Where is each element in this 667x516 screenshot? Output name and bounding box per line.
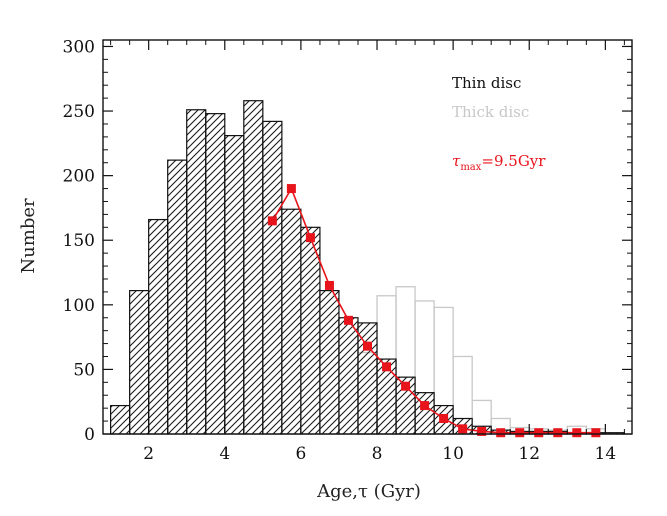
thin-disc-bar bbox=[205, 113, 226, 435]
model-curve bbox=[267, 184, 601, 438]
plot-frame bbox=[102, 39, 633, 435]
model-curve-marker bbox=[553, 428, 563, 438]
model-curve-marker bbox=[496, 428, 506, 438]
plot-axes bbox=[102, 39, 633, 435]
tau-symbol: τ bbox=[452, 152, 461, 170]
legend-thin-disc: Thin disc bbox=[452, 74, 521, 92]
y-tick-label: 0 bbox=[84, 425, 95, 445]
model-curve-marker bbox=[458, 424, 468, 434]
model-curve-marker bbox=[534, 428, 544, 438]
legend-thick-disc: Thick disc bbox=[452, 103, 529, 121]
thin-disc-bar bbox=[186, 109, 207, 435]
model-curve-marker bbox=[420, 401, 430, 411]
x-tick-label: 10 bbox=[442, 444, 464, 464]
model-curve-marker bbox=[305, 233, 315, 243]
x-tick-label: 2 bbox=[143, 444, 154, 464]
model-curve-marker bbox=[286, 184, 296, 194]
model-curve-marker bbox=[591, 428, 601, 438]
x-tick-label: 14 bbox=[595, 444, 617, 464]
thin-disc-bar bbox=[243, 100, 264, 435]
model-curve-marker bbox=[267, 216, 277, 226]
legend: Thin disc Thick disc τmax=9.5Gyr bbox=[452, 74, 546, 173]
axis-ticks: 2 4 6 8 10 12 14 0 50 100 150 200 250 300 bbox=[63, 37, 632, 464]
x-tick-label: 4 bbox=[219, 444, 230, 464]
y-tick-label: 300 bbox=[63, 37, 95, 57]
thin-disc-bar bbox=[338, 317, 359, 435]
model-curve-marker bbox=[439, 413, 449, 423]
tau-value: =9.5Gyr bbox=[481, 152, 546, 170]
x-tick-label: 6 bbox=[295, 444, 306, 464]
thin-disc-bar bbox=[110, 404, 131, 435]
thin-disc-bar bbox=[129, 290, 150, 435]
x-tick-label: 8 bbox=[372, 444, 383, 464]
thin-disc-bar bbox=[300, 226, 321, 435]
x-axis-title: Age,τ (Gyr) bbox=[316, 481, 421, 502]
x-tick-label: 12 bbox=[518, 444, 540, 464]
model-curve-marker bbox=[401, 381, 411, 391]
model-curve-marker bbox=[343, 315, 353, 325]
thin-disc-bar bbox=[167, 159, 188, 435]
y-tick-label: 250 bbox=[63, 102, 95, 122]
y-tick-label: 50 bbox=[73, 360, 95, 380]
thin-disc-bar bbox=[224, 134, 245, 435]
model-curve-marker bbox=[324, 280, 334, 290]
y-tick-label: 100 bbox=[63, 296, 95, 316]
y-tick-label: 200 bbox=[63, 167, 95, 187]
model-curve-marker bbox=[382, 362, 392, 372]
y-tick-label: 150 bbox=[63, 231, 95, 251]
model-curve-marker bbox=[515, 428, 525, 438]
model-curve-marker bbox=[572, 428, 582, 438]
y-axis-title: Number bbox=[18, 198, 39, 274]
thin-disc-bar bbox=[357, 322, 378, 435]
thin-disc-bar bbox=[262, 120, 283, 435]
model-curve-marker bbox=[477, 426, 487, 436]
model-curve-marker bbox=[363, 341, 372, 351]
tau-subscript: max bbox=[460, 162, 481, 173]
tau-max-annotation: τmax=9.5Gyr bbox=[452, 152, 546, 173]
thin-disc-bars bbox=[110, 100, 625, 435]
thin-disc-bar bbox=[319, 290, 340, 435]
thin-disc-bar bbox=[281, 208, 302, 435]
thin-disc-bar bbox=[148, 218, 169, 435]
